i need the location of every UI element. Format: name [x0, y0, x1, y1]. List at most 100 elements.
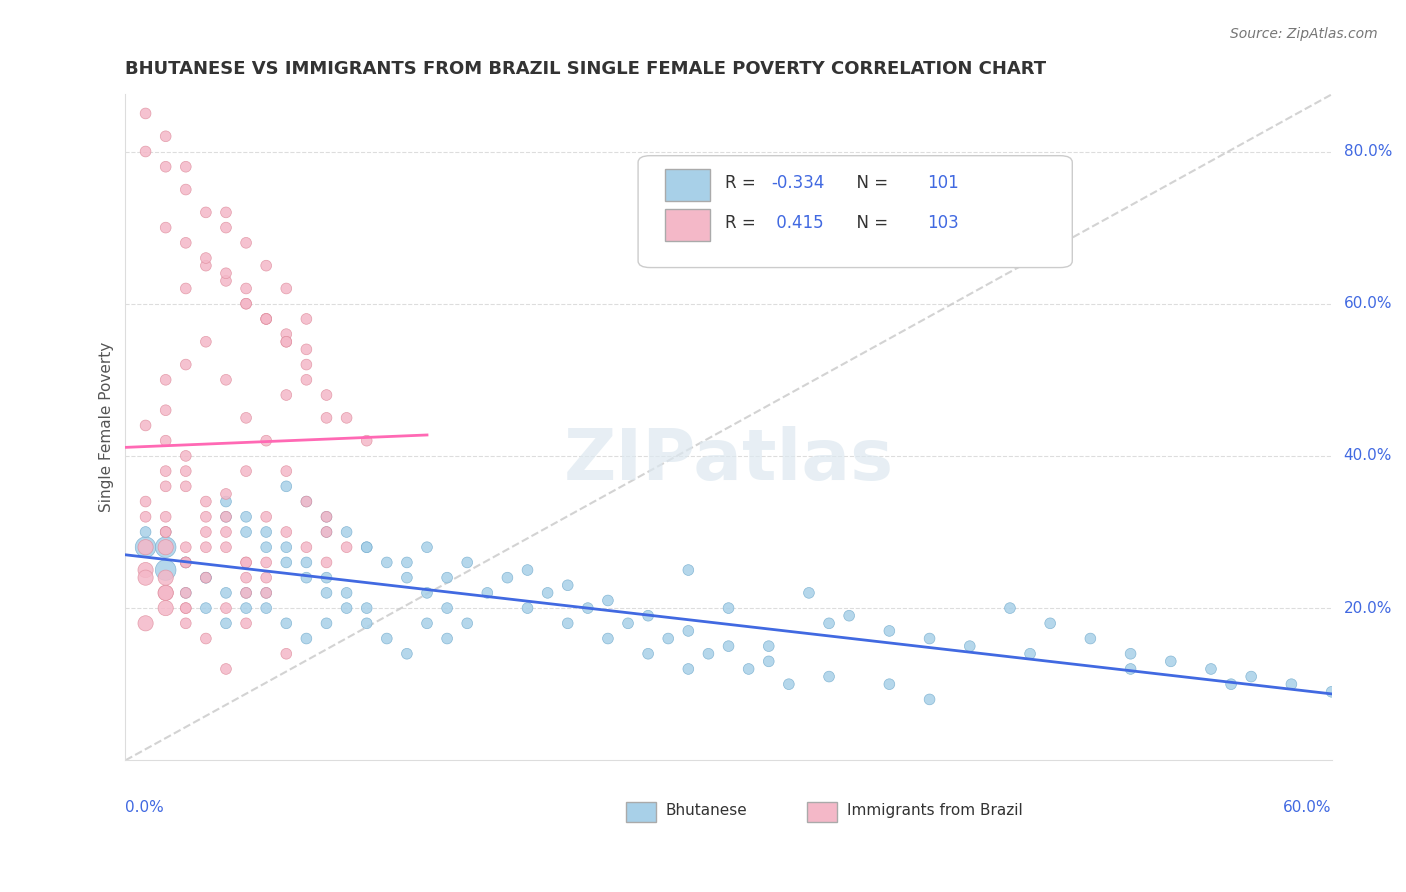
Point — [617, 616, 640, 631]
Point — [174, 586, 197, 600]
Point — [737, 662, 759, 676]
Point — [1119, 647, 1142, 661]
Point — [276, 524, 298, 539]
Point — [215, 586, 238, 600]
Point — [315, 509, 337, 524]
Point — [174, 601, 197, 615]
Point — [155, 464, 177, 478]
Point — [155, 563, 177, 577]
Point — [276, 464, 298, 478]
Point — [174, 601, 197, 615]
Point — [174, 183, 197, 197]
Point — [235, 601, 257, 615]
Point — [235, 235, 257, 250]
Point — [315, 509, 337, 524]
Point — [215, 487, 238, 501]
Text: -0.334: -0.334 — [770, 174, 824, 192]
Point — [557, 616, 579, 631]
Point — [496, 571, 519, 585]
Point — [155, 540, 177, 554]
Text: 60.0%: 60.0% — [1344, 296, 1392, 311]
Point — [336, 601, 359, 615]
FancyBboxPatch shape — [665, 209, 710, 241]
Point — [254, 312, 277, 326]
Point — [395, 556, 418, 570]
Point — [477, 586, 499, 600]
Point — [155, 524, 177, 539]
Point — [174, 160, 197, 174]
Point — [295, 343, 318, 357]
Point — [356, 434, 378, 448]
Point — [637, 647, 659, 661]
Point — [336, 524, 359, 539]
Point — [194, 524, 217, 539]
FancyBboxPatch shape — [638, 156, 1073, 268]
Point — [818, 616, 841, 631]
Point — [215, 509, 238, 524]
Point — [215, 205, 238, 219]
Point — [235, 509, 257, 524]
Point — [315, 616, 337, 631]
Point — [194, 205, 217, 219]
Point — [436, 601, 458, 615]
Point — [717, 639, 740, 653]
Point — [315, 388, 337, 402]
Text: N =: N = — [845, 174, 893, 192]
Point — [295, 373, 318, 387]
Point — [135, 524, 157, 539]
Text: Immigrants from Brazil: Immigrants from Brazil — [846, 804, 1022, 818]
Point — [155, 403, 177, 417]
Point — [235, 524, 257, 539]
Point — [1080, 632, 1102, 646]
Point — [155, 129, 177, 144]
Point — [678, 662, 700, 676]
Point — [174, 556, 197, 570]
Point — [194, 632, 217, 646]
Point — [254, 434, 277, 448]
Point — [276, 327, 298, 342]
Point — [879, 677, 901, 691]
Point — [155, 601, 177, 615]
Point — [174, 540, 197, 554]
Point — [959, 639, 981, 653]
Point — [215, 540, 238, 554]
Point — [194, 540, 217, 554]
Point — [254, 540, 277, 554]
Point — [416, 586, 439, 600]
Point — [254, 312, 277, 326]
Point — [375, 632, 398, 646]
Point — [235, 556, 257, 570]
Point — [155, 160, 177, 174]
Point — [596, 632, 619, 646]
Point — [215, 662, 238, 676]
Point — [557, 578, 579, 592]
Point — [135, 494, 157, 508]
Point — [637, 608, 659, 623]
Text: 103: 103 — [928, 214, 959, 232]
Point — [194, 259, 217, 273]
Point — [336, 586, 359, 600]
Point — [235, 571, 257, 585]
FancyBboxPatch shape — [665, 169, 710, 201]
Point — [295, 312, 318, 326]
Point — [295, 556, 318, 570]
Point — [395, 647, 418, 661]
Point — [135, 540, 157, 554]
Point — [315, 524, 337, 539]
Point — [1019, 647, 1042, 661]
Point — [356, 601, 378, 615]
Point — [1199, 662, 1222, 676]
Point — [295, 494, 318, 508]
Point — [235, 296, 257, 310]
Point — [276, 334, 298, 349]
Point — [155, 434, 177, 448]
Point — [254, 524, 277, 539]
Point — [215, 220, 238, 235]
Point — [135, 106, 157, 120]
Point — [1119, 662, 1142, 676]
Point — [155, 479, 177, 493]
Point — [215, 494, 238, 508]
Point — [194, 571, 217, 585]
Text: 101: 101 — [928, 174, 959, 192]
Point — [215, 373, 238, 387]
